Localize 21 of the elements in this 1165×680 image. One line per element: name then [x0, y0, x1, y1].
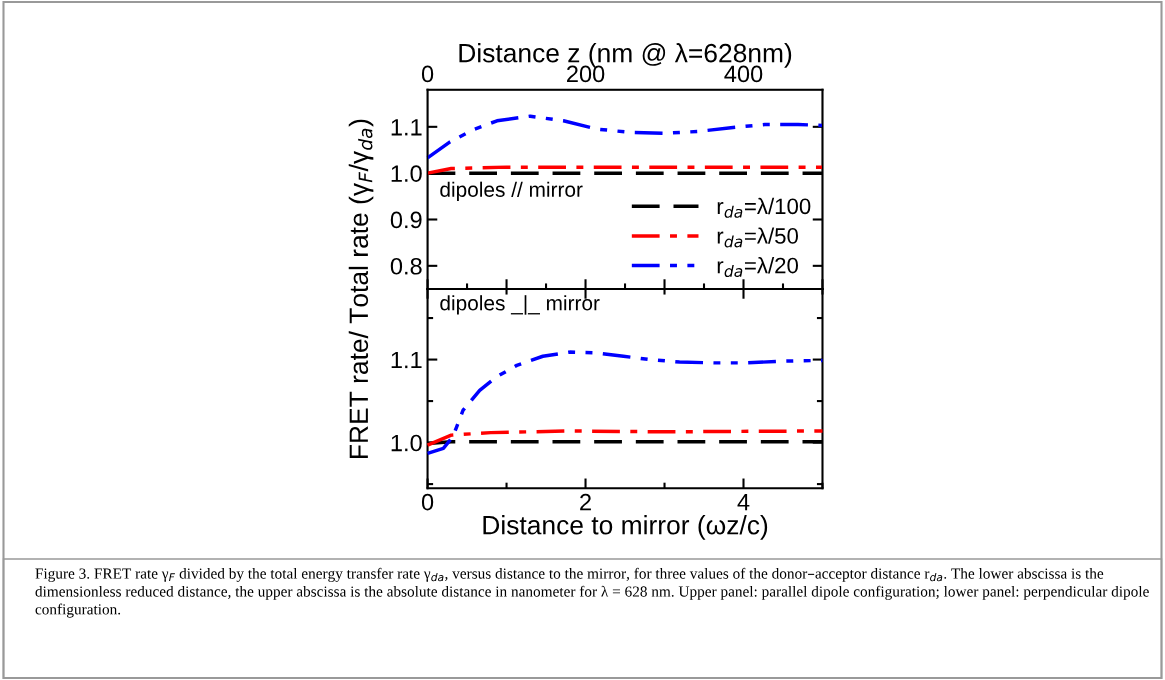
x-tick-label: 0: [421, 493, 434, 511]
legend-label: r$_{da}$=λ/100: [717, 197, 811, 218]
line-series: [425, 429, 825, 447]
y-tick-label: 0.8: [390, 257, 422, 275]
legend-label: r$_{da}$=λ/50: [717, 227, 799, 248]
x-tick-label: 2: [580, 493, 591, 511]
y-tick-label: 1.1: [391, 119, 422, 136]
y-axis-title: FRET rate/ Total rate (γ$_{F}$/γ$_{da}$): [348, 119, 374, 458]
annotation: dipoles // mirror: [440, 181, 583, 202]
line-series: [425, 114, 825, 160]
x-tick-label: 4: [737, 493, 750, 511]
y-tick-label: 0.9: [390, 211, 422, 229]
line-series: [425, 350, 825, 456]
legend-label: r$_{da}$=λ/20: [717, 257, 799, 278]
text: Figure 3. FRET rate γ$_{F}$ divided by the total energy transfer rate γ$_{da}$, versus distance to the mirror, for three values of the donor–acceptor distance r$_{da}$. The lower abscissa is the dimensionless reduced distance, the upper abscissa is the absolute distance in nanometer for λ = 628 nm. Upper panel: parallel dipole configuration; lower panel: perpendicular dipole configuration.: [35, 567, 1149, 618]
y-tick-label: 1.0: [391, 434, 422, 452]
y-tick-label: 1.1: [391, 351, 422, 369]
x2-tick-label: 0: [421, 65, 434, 83]
annotation: dipoles _|_ mirror: [440, 295, 600, 315]
y-tick-label: 1.0: [391, 165, 422, 182]
x-axis-title: Distance to mirror (ωz/c): [483, 515, 768, 540]
